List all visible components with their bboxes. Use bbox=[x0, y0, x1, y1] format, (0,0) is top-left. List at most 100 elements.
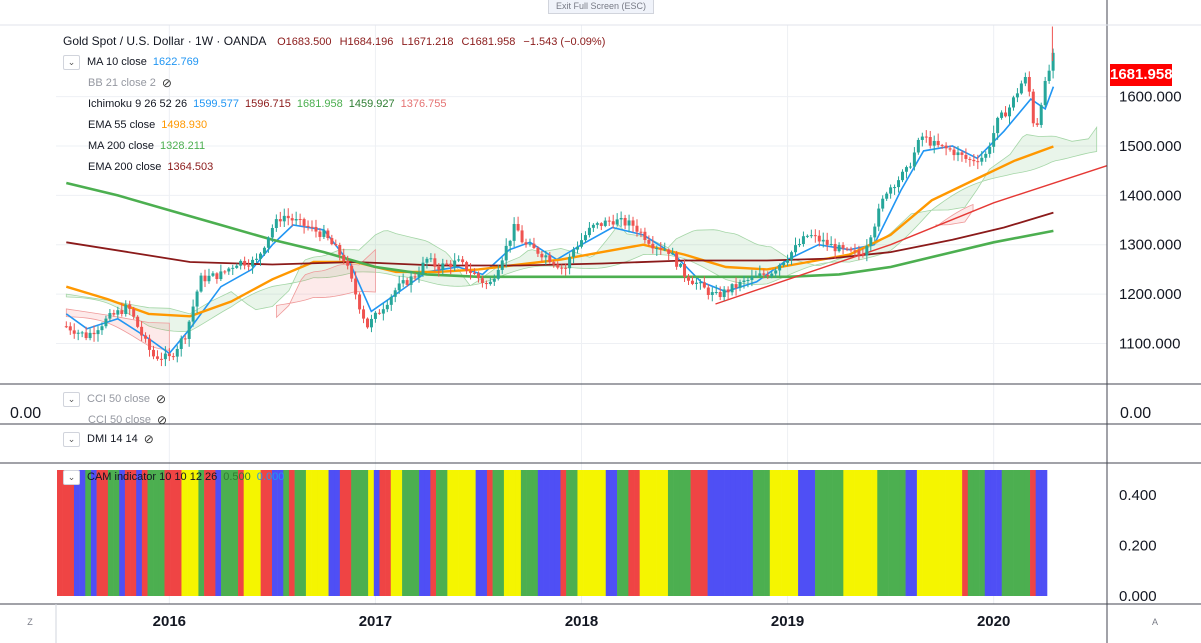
candle-body bbox=[302, 219, 306, 226]
cam-bar bbox=[679, 470, 686, 596]
hidden-eye-icon[interactable]: ⊘ bbox=[161, 76, 172, 90]
candle-body bbox=[980, 157, 984, 162]
candle-body bbox=[92, 332, 96, 335]
candle-body bbox=[413, 276, 417, 278]
cam-bar bbox=[809, 470, 816, 596]
cam-bar bbox=[379, 470, 386, 596]
cam-bar bbox=[792, 470, 799, 596]
candle-body bbox=[171, 356, 175, 358]
candle-body bbox=[227, 268, 231, 272]
cam-bar bbox=[311, 470, 318, 596]
cam-bar bbox=[481, 470, 488, 596]
cam-bar bbox=[656, 470, 663, 596]
exit-fullscreen-button[interactable]: Exit Full Screen (ESC) bbox=[548, 0, 654, 14]
cam-y-tick-label: 0.200 bbox=[1119, 538, 1157, 555]
candle-body bbox=[1043, 80, 1047, 106]
cam-bar bbox=[645, 470, 652, 596]
hidden-eye-icon[interactable]: ⊘ bbox=[155, 392, 167, 406]
symbol-title[interactable]: Gold Spot / U.S. Dollar · 1W · OANDA bbox=[63, 34, 266, 48]
hidden-eye-icon[interactable]: ⊘ bbox=[156, 413, 168, 427]
legend-ma10[interactable]: ⌄ MA 10 close 1622.769 bbox=[63, 52, 447, 73]
legend-value: 1459.927 bbox=[348, 98, 395, 110]
cam-bar bbox=[758, 470, 765, 596]
cam-bar bbox=[628, 470, 635, 596]
legend-ema55[interactable]: EMA 55 close 1498.930 bbox=[63, 115, 447, 136]
candle-body bbox=[235, 265, 239, 268]
candle-body bbox=[738, 282, 742, 288]
candle-body bbox=[706, 287, 710, 295]
candle-body bbox=[639, 231, 643, 233]
cam-bar bbox=[871, 470, 878, 596]
auto-scale-button[interactable]: A bbox=[1151, 617, 1158, 627]
candle-body bbox=[944, 145, 948, 149]
hidden-eye-icon[interactable]: ⊘ bbox=[143, 432, 154, 446]
cam-bar bbox=[136, 470, 143, 596]
candle-body bbox=[453, 260, 457, 267]
candle-body bbox=[159, 358, 163, 360]
candle-body bbox=[437, 266, 441, 270]
collapse-legend-button[interactable]: ⌄ bbox=[63, 55, 80, 70]
candle-body bbox=[940, 145, 944, 147]
collapse-legend-button[interactable]: ⌄ bbox=[63, 432, 80, 447]
cam-bar bbox=[684, 470, 691, 596]
legend-value: 1622.769 bbox=[152, 56, 199, 68]
candle-body bbox=[199, 275, 203, 292]
collapse-legend-button[interactable]: ⌄ bbox=[63, 470, 80, 485]
cam-bar bbox=[860, 470, 867, 596]
cam-bar bbox=[266, 470, 273, 596]
zoom-reset-button[interactable]: Z bbox=[27, 617, 33, 627]
legend-cci-2[interactable]: CCI 50 close ⊘ bbox=[63, 410, 167, 431]
candle-body bbox=[908, 166, 912, 168]
candle-body bbox=[916, 139, 920, 153]
candle-body bbox=[369, 318, 373, 328]
candle-body bbox=[84, 332, 88, 339]
candle-body bbox=[480, 278, 484, 283]
cam-bar bbox=[192, 470, 199, 596]
legend-ichimoku[interactable]: Ichimoku 9 26 52 26 1599.577 1596.715 16… bbox=[63, 94, 447, 115]
cam-bar bbox=[249, 470, 256, 596]
cam-bar bbox=[826, 470, 833, 596]
cam-bar bbox=[390, 470, 397, 596]
candle-body bbox=[445, 263, 449, 265]
legend-bb[interactable]: BB 21 close 2 ⊘ bbox=[63, 73, 447, 94]
cam-bar bbox=[334, 470, 341, 596]
cam-bar bbox=[1024, 470, 1031, 596]
candle-body bbox=[730, 284, 734, 293]
candle-body bbox=[1047, 70, 1051, 81]
candle-body bbox=[144, 335, 148, 339]
legend-ma200[interactable]: MA 200 close 1328.211 bbox=[63, 136, 447, 157]
legend-ema200[interactable]: EMA 200 close 1364.503 bbox=[63, 157, 447, 178]
candle-body bbox=[282, 215, 286, 222]
candle-body bbox=[615, 219, 619, 225]
candle-body bbox=[215, 273, 219, 280]
candle-body bbox=[1039, 105, 1043, 125]
candle-body bbox=[409, 276, 413, 285]
cam-bar bbox=[882, 470, 889, 596]
candle-body bbox=[401, 280, 405, 284]
candle-body bbox=[163, 353, 167, 360]
cci-legend: ⌄ CCI 50 close ⊘ CCI 50 close ⊘ bbox=[63, 389, 167, 431]
cam-bar bbox=[79, 470, 86, 596]
legend-dmi[interactable]: ⌄ DMI 14 14 ⊘ bbox=[63, 429, 154, 450]
legend-cam[interactable]: ⌄ CAM indicator 10 10 12 26 0.500 0.000 bbox=[63, 467, 284, 488]
candle-body bbox=[714, 292, 718, 294]
cam-bar bbox=[622, 470, 629, 596]
cam-bar bbox=[515, 470, 522, 596]
collapse-legend-button[interactable]: ⌄ bbox=[63, 392, 80, 407]
cam-bar bbox=[724, 470, 731, 596]
cam-bar bbox=[441, 470, 448, 596]
cam-bar bbox=[566, 470, 573, 596]
cam-bar bbox=[945, 470, 952, 596]
cam-bar bbox=[509, 470, 516, 596]
cam-bar bbox=[62, 470, 69, 596]
legend-cci-1[interactable]: ⌄ CCI 50 close ⊘ bbox=[63, 389, 167, 410]
cam-y-tick-label: 0.400 bbox=[1119, 487, 1157, 504]
candle-body bbox=[500, 260, 504, 270]
candle-body bbox=[833, 243, 837, 252]
legend-label: EMA 55 close bbox=[88, 119, 156, 131]
cloud-green bbox=[65, 126, 1098, 332]
candle-body bbox=[631, 220, 635, 226]
cam-bar bbox=[786, 470, 793, 596]
candle-body bbox=[441, 263, 445, 270]
